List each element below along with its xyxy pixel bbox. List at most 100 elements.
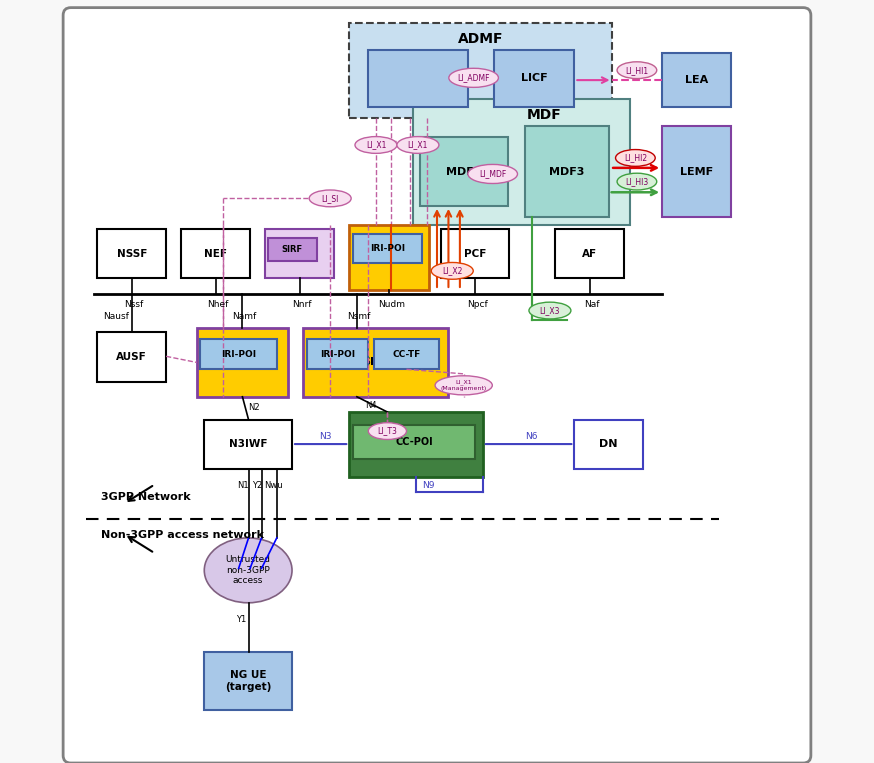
Text: Y1: Y1 (236, 615, 246, 624)
Text: MDF3: MDF3 (549, 166, 585, 177)
Text: 3GPP Network: 3GPP Network (101, 492, 191, 502)
Text: Nausf: Nausf (104, 312, 129, 321)
Text: N9: N9 (422, 481, 434, 491)
FancyBboxPatch shape (413, 99, 630, 225)
FancyBboxPatch shape (350, 412, 482, 477)
Ellipse shape (529, 302, 571, 319)
FancyBboxPatch shape (308, 339, 368, 369)
Text: LI_HI3: LI_HI3 (625, 177, 649, 186)
FancyBboxPatch shape (98, 229, 166, 278)
Ellipse shape (615, 150, 656, 166)
Text: PCF: PCF (464, 249, 486, 259)
FancyBboxPatch shape (205, 652, 292, 710)
Text: AUSF: AUSF (116, 352, 147, 362)
FancyBboxPatch shape (353, 234, 422, 263)
Text: N4: N4 (365, 401, 377, 410)
FancyBboxPatch shape (440, 229, 510, 278)
Text: LI_X1: LI_X1 (408, 140, 428, 150)
Ellipse shape (309, 190, 351, 207)
FancyBboxPatch shape (368, 50, 468, 107)
Text: LEA: LEA (685, 75, 708, 85)
FancyBboxPatch shape (494, 50, 574, 107)
Text: Nnrf: Nnrf (292, 301, 312, 310)
Ellipse shape (397, 137, 439, 153)
FancyBboxPatch shape (350, 225, 429, 290)
Text: AF: AF (582, 249, 597, 259)
Text: Untrusted
non-3GPP
access: Untrusted non-3GPP access (225, 555, 271, 585)
Ellipse shape (435, 376, 492, 395)
Ellipse shape (431, 262, 473, 279)
Text: N1: N1 (237, 481, 249, 491)
FancyBboxPatch shape (374, 339, 440, 369)
FancyBboxPatch shape (63, 8, 811, 763)
FancyBboxPatch shape (98, 332, 166, 382)
Text: LI_HI1: LI_HI1 (625, 66, 649, 75)
Text: NG UE
(target): NG UE (target) (225, 670, 271, 692)
FancyBboxPatch shape (662, 53, 731, 107)
Text: LI_MDF: LI_MDF (479, 169, 506, 179)
Ellipse shape (355, 137, 397, 153)
Text: Non-3GPP access network: Non-3GPP access network (101, 530, 264, 540)
FancyBboxPatch shape (350, 23, 613, 118)
Text: Nhef: Nhef (207, 301, 229, 310)
FancyBboxPatch shape (197, 328, 288, 397)
FancyBboxPatch shape (353, 425, 475, 459)
Text: LI_X2: LI_X2 (442, 266, 462, 275)
FancyBboxPatch shape (303, 328, 448, 397)
Text: LI_X1: LI_X1 (366, 140, 386, 150)
Text: ADMF: ADMF (458, 32, 503, 46)
Text: Nudm: Nudm (378, 301, 405, 310)
Text: LICF: LICF (521, 73, 548, 83)
Text: Namf: Namf (232, 312, 257, 321)
Text: LI_X3: LI_X3 (539, 306, 560, 315)
Text: MDF2: MDF2 (447, 166, 482, 177)
Text: MDF: MDF (527, 108, 562, 122)
FancyBboxPatch shape (524, 126, 608, 217)
FancyBboxPatch shape (420, 137, 508, 206)
Text: UDM: UDM (375, 253, 404, 262)
Ellipse shape (368, 423, 406, 439)
Text: N3IWF: N3IWF (229, 439, 267, 449)
FancyBboxPatch shape (574, 420, 643, 469)
Ellipse shape (468, 165, 517, 184)
Text: Nssf: Nssf (124, 301, 143, 310)
FancyBboxPatch shape (266, 229, 334, 278)
FancyBboxPatch shape (267, 238, 317, 261)
Text: LEMF: LEMF (680, 166, 713, 177)
FancyBboxPatch shape (182, 229, 250, 278)
Text: Npcf: Npcf (467, 301, 488, 310)
Text: IRI-POI: IRI-POI (370, 244, 405, 253)
Ellipse shape (449, 69, 498, 88)
Text: SIRF: SIRF (281, 245, 303, 254)
Text: LI_T3: LI_T3 (378, 427, 398, 436)
Text: LI_ADMF: LI_ADMF (457, 73, 489, 82)
FancyBboxPatch shape (555, 229, 624, 278)
Text: LI_HI2: LI_HI2 (624, 153, 647, 163)
Text: IRI-POI: IRI-POI (320, 349, 356, 359)
Text: AMF: AMF (229, 357, 256, 368)
Text: Naf: Naf (584, 301, 600, 310)
Text: Nwu: Nwu (265, 481, 283, 491)
Text: N6: N6 (524, 432, 538, 441)
Text: Y2: Y2 (253, 481, 262, 491)
Text: LI_X1
(Management): LI_X1 (Management) (440, 379, 487, 391)
Text: NRF: NRF (288, 249, 312, 259)
Text: IRI-POI: IRI-POI (221, 349, 256, 359)
Text: NSSF: NSSF (116, 249, 147, 259)
Text: SMF: SMF (363, 357, 389, 368)
Text: N2: N2 (247, 404, 260, 413)
Text: N3: N3 (319, 432, 331, 441)
Text: NEF: NEF (205, 249, 227, 259)
Text: CC-POI: CC-POI (395, 437, 433, 447)
Text: Nsmf: Nsmf (348, 312, 371, 321)
FancyBboxPatch shape (662, 126, 731, 217)
FancyBboxPatch shape (200, 339, 277, 369)
Text: CC-TF: CC-TF (392, 349, 421, 359)
FancyBboxPatch shape (205, 420, 292, 469)
Ellipse shape (617, 62, 656, 79)
Text: LI_SI: LI_SI (322, 194, 339, 203)
Ellipse shape (205, 538, 292, 603)
Text: DN: DN (600, 439, 618, 449)
Ellipse shape (617, 173, 656, 190)
Text: UPF: UPF (404, 439, 428, 449)
